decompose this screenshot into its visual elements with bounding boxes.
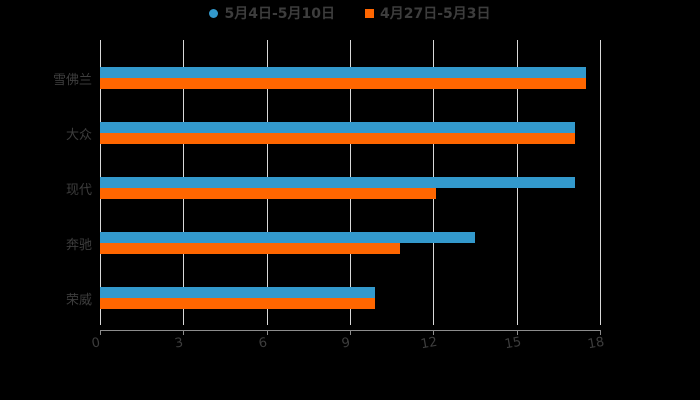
legend-square-icon xyxy=(365,8,374,18)
x-axis-tick-label: 9 xyxy=(340,335,352,352)
y-axis-category-label: 雪佛兰 xyxy=(52,73,92,88)
bar-series-1[interactable] xyxy=(100,232,475,243)
x-axis-tick-label: 6 xyxy=(257,335,269,352)
x-axis-tick-label: 3 xyxy=(173,335,185,352)
bar-series-1[interactable] xyxy=(100,122,575,133)
bar-series-1[interactable] xyxy=(100,177,575,188)
bar-series-2[interactable] xyxy=(100,133,575,144)
legend-item-series-1[interactable]: 5月4日-5月10日 xyxy=(209,4,335,22)
bar-series-1[interactable] xyxy=(100,67,587,78)
bar-series-2[interactable] xyxy=(100,298,375,309)
x-axis-tick xyxy=(600,330,601,335)
legend-item-series-2[interactable]: 4月27日-5月3日 xyxy=(365,4,491,22)
x-axis-tick xyxy=(266,330,268,335)
chart-legend: 5月4日-5月10日 4月27日-5月3日 xyxy=(0,4,700,22)
x-axis-line xyxy=(100,330,600,331)
x-axis-tick xyxy=(183,330,185,335)
legend-circle-icon xyxy=(209,8,219,18)
x-axis-tick-label: 18 xyxy=(586,334,606,353)
x-axis-tick xyxy=(100,330,101,335)
x-axis-tick-label: 15 xyxy=(503,334,523,353)
y-axis-category-label: 大众 xyxy=(65,128,92,143)
y-axis-category-label: 奔驰 xyxy=(65,238,92,253)
x-axis-tick xyxy=(433,330,435,335)
y-axis-category-label: 现代 xyxy=(65,183,92,198)
gridline xyxy=(600,40,601,325)
bar-series-2[interactable] xyxy=(100,243,400,254)
x-axis-tick-label: 0 xyxy=(90,335,102,352)
y-axis-category-label: 荣威 xyxy=(65,293,92,308)
legend-label: 5月4日-5月10日 xyxy=(224,6,335,22)
legend-label: 4月27日-5月3日 xyxy=(380,6,491,22)
x-axis-tick-label: 12 xyxy=(419,334,439,353)
bar-series-1[interactable] xyxy=(100,287,375,298)
bar-series-2[interactable] xyxy=(100,78,587,89)
x-axis-tick xyxy=(516,330,518,335)
bar-series-2[interactable] xyxy=(100,188,437,199)
x-axis-tick xyxy=(350,330,351,335)
